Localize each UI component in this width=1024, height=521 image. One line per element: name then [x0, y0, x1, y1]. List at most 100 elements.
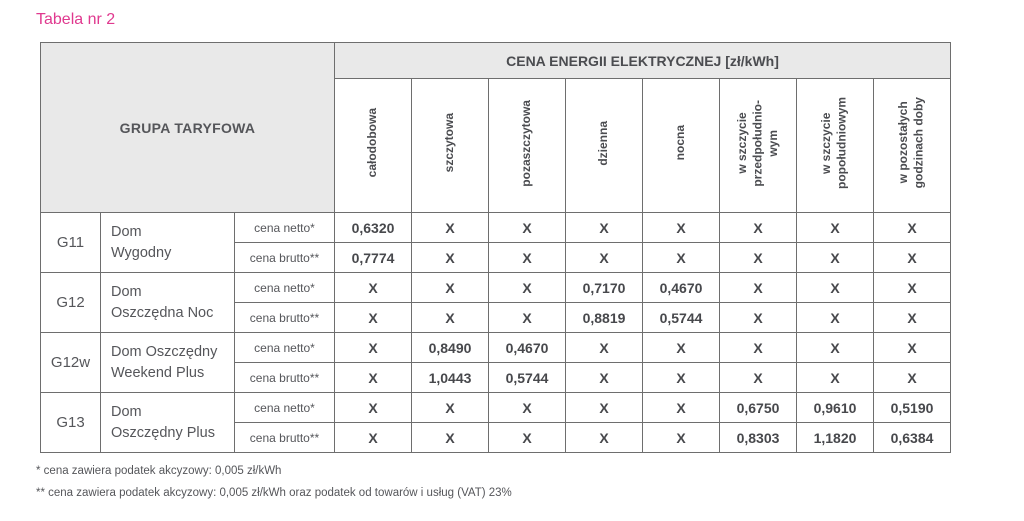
value-cell: X	[411, 392, 489, 423]
value-cell: X	[565, 242, 643, 273]
tariff-code-cell: G13	[40, 392, 101, 453]
value-cell: 1,0443	[411, 362, 489, 393]
value-cell: 0,8303	[719, 422, 797, 453]
price-header-cell: CENA ENERGII ELEKTRYCZNEJ [zł/kWh]	[333, 42, 952, 79]
price-type-cell: cena brutto**	[234, 362, 335, 393]
value-cell: X	[488, 422, 566, 453]
column-header-label: w szczycie popołudniowym	[819, 97, 849, 189]
value-cell: X	[872, 302, 952, 333]
value-cell: 0,4670	[642, 272, 720, 303]
table-row: cena brutto** X 1,0443 0,5744 X X X X X	[41, 362, 952, 393]
column-header-label: szczytowa	[442, 113, 457, 173]
value-cell: X	[642, 332, 720, 363]
value-cell: X	[796, 242, 874, 273]
price-type-cell: cena netto*	[234, 392, 335, 423]
value-cell: X	[488, 242, 566, 273]
value-cell: X	[334, 302, 412, 333]
column-header-szczyt-popoludniowy: w szczycie popołudniowym	[796, 78, 874, 213]
value-cell: X	[565, 212, 643, 243]
value-cell: X	[642, 242, 720, 273]
value-cell: X	[488, 212, 566, 243]
column-header-pozaszczytowa: pozaszczytowa	[488, 78, 566, 213]
value-cell: X	[796, 302, 874, 333]
value-cell: X	[334, 422, 412, 453]
column-header-dzienna: dzienna	[565, 78, 643, 213]
value-cell: X	[411, 302, 489, 333]
column-header-label: nocna	[673, 125, 688, 161]
value-cell: X	[488, 392, 566, 423]
value-cell: 0,8490	[411, 332, 489, 363]
price-type-cell: cena brutto**	[234, 242, 335, 273]
value-cell: X	[411, 422, 489, 453]
value-cell: 0,7170	[565, 272, 643, 303]
value-cell: X	[488, 302, 566, 333]
footnote-netto: * cena zawiera podatek akcyzowy: 0,005 z…	[36, 465, 282, 477]
value-cell: 0,9610	[796, 392, 874, 423]
value-cell: X	[719, 272, 797, 303]
value-cell: X	[642, 362, 720, 393]
value-cell: 0,7774	[334, 242, 412, 273]
tariff-name-cell: Dom Wygodny	[100, 212, 235, 273]
value-cell: 0,5744	[488, 362, 566, 393]
value-cell: X	[719, 242, 797, 273]
value-cell: 0,6750	[719, 392, 797, 423]
table-row: cena brutto** X X X 0,8819 0,5744 X X X	[41, 302, 952, 333]
column-header-szczytowa: szczytowa	[411, 78, 489, 213]
value-cell: X	[719, 212, 797, 243]
footnote-brutto: ** cena zawiera podatek akcyzowy: 0,005 …	[36, 487, 512, 499]
tariff-name-cell: Dom Oszczędny Weekend Plus	[100, 332, 235, 393]
value-cell: 0,6320	[334, 212, 412, 243]
table-row: G13 Dom Oszczędny Plus cena netto* X X X…	[40, 392, 952, 453]
value-cell: X	[872, 212, 952, 243]
value-cell: X	[565, 422, 643, 453]
value-cell: X	[411, 272, 489, 303]
value-cell: 0,5190	[872, 392, 952, 423]
value-cell: X	[796, 332, 874, 363]
value-cell: 0,4670	[488, 332, 566, 363]
column-header-pozostale-godziny: w pozostałych godzinach doby	[872, 78, 952, 213]
value-cell: X	[565, 362, 643, 393]
value-cell: X	[719, 362, 797, 393]
tariff-code-cell: G12w	[40, 332, 101, 393]
value-cell: 0,8819	[565, 302, 643, 333]
column-header-szczyt-przedpoludniowy: w szczycie przedpołudnio- wym	[719, 78, 797, 213]
price-type-cell: cena netto*	[234, 272, 335, 303]
table-row: G12 Dom Oszczędna Noc cena netto* X X X …	[40, 272, 952, 333]
value-cell: 0,6384	[872, 422, 952, 453]
value-cell: X	[334, 362, 412, 393]
price-type-cell: cena netto*	[234, 332, 335, 363]
price-type-cell: cena netto*	[234, 212, 335, 243]
column-header-label: w pozostałych godzinach doby	[896, 97, 926, 189]
price-type-cell: cena brutto**	[234, 422, 335, 453]
column-header-label: w szczycie przedpołudnio- wym	[734, 99, 780, 187]
tariff-name-cell: Dom Oszczędny Plus	[100, 392, 235, 453]
table-row: G12w Dom Oszczędny Weekend Plus cena net…	[40, 332, 952, 393]
column-header-label: całodobowa	[365, 108, 380, 178]
value-cell: X	[872, 332, 952, 363]
price-type-cell: cena brutto**	[234, 302, 335, 333]
page-title: Tabela nr 2	[36, 11, 116, 28]
column-header-calodobowa: całodobowa	[334, 78, 412, 213]
footnotes: * cena zawiera podatek akcyzowy: 0,005 z…	[36, 460, 512, 504]
value-cell: X	[642, 422, 720, 453]
value-cell: X	[565, 332, 643, 363]
value-cell: X	[796, 362, 874, 393]
column-header-nocna: nocna	[642, 78, 720, 213]
value-cell: X	[796, 272, 874, 303]
table-row: cena brutto** 0,7774 X X X X X X X	[41, 242, 952, 273]
group-header-cell: GRUPA TARYFOWA	[40, 42, 335, 213]
tariff-code-cell: G12	[40, 272, 101, 333]
value-cell: X	[872, 242, 952, 273]
value-cell: X	[872, 362, 952, 393]
value-cell: X	[334, 332, 412, 363]
table-row: G11 Dom Wygodny cena netto* 0,6320 X X X…	[40, 212, 952, 273]
column-header-label: pozaszczytowa	[519, 99, 534, 187]
value-cell: X	[719, 332, 797, 363]
value-cell: X	[642, 212, 720, 243]
value-cell: X	[411, 242, 489, 273]
value-cell: X	[411, 212, 489, 243]
table-row: cena brutto** X X X X X 0,8303 1,1820 0,…	[41, 422, 952, 453]
value-cell: X	[872, 272, 952, 303]
value-cell: X	[796, 212, 874, 243]
